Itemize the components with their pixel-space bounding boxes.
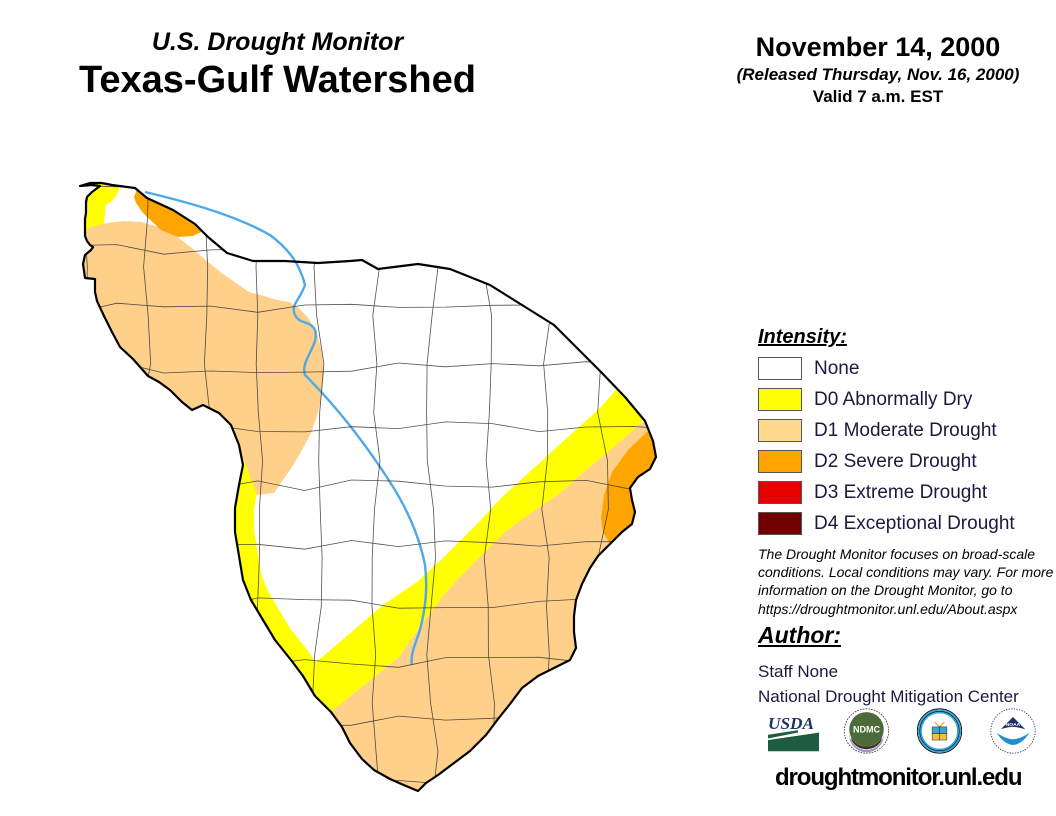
svg-text:NDMC: NDMC bbox=[853, 725, 881, 735]
svg-text:USDA: USDA bbox=[768, 714, 814, 733]
svg-text:NOAA: NOAA bbox=[1006, 722, 1021, 728]
